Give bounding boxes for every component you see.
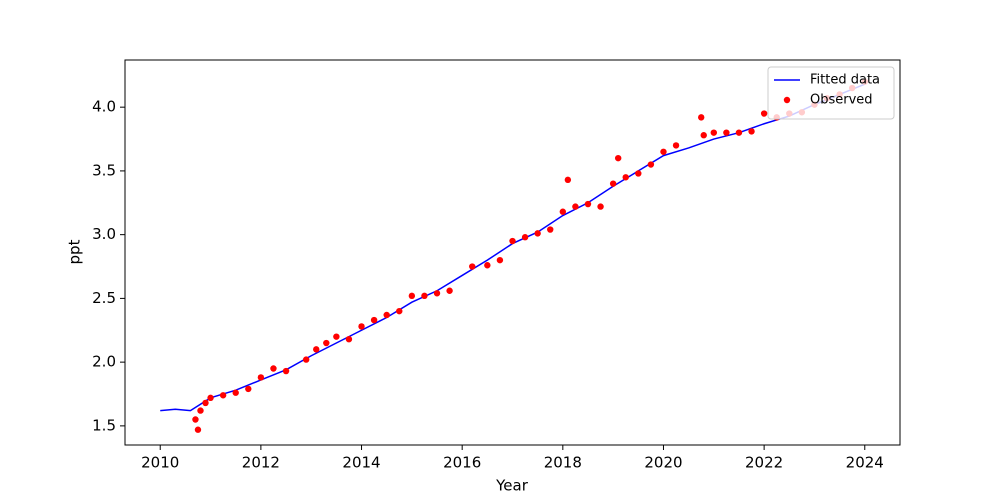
x-tick-label: 2020 bbox=[644, 454, 682, 472]
observed-point bbox=[698, 114, 705, 121]
observed-point bbox=[735, 129, 743, 136]
observed-point bbox=[760, 110, 768, 117]
observed-point bbox=[559, 208, 567, 215]
observed-point bbox=[614, 154, 622, 162]
legend-swatch bbox=[783, 96, 791, 104]
observed-point bbox=[421, 292, 428, 300]
observed-point bbox=[232, 389, 239, 396]
observed-point bbox=[446, 287, 453, 294]
observed-point bbox=[496, 256, 504, 264]
y-tick-label: 4.0 bbox=[92, 98, 116, 116]
observed-point bbox=[647, 161, 655, 168]
observed-point bbox=[313, 346, 320, 353]
x-tick-label: 2018 bbox=[544, 454, 582, 472]
observed-point bbox=[408, 292, 416, 300]
observed-point bbox=[197, 407, 204, 414]
observed-point bbox=[245, 385, 252, 393]
observed-point bbox=[282, 367, 290, 375]
observed-point bbox=[509, 237, 516, 245]
y-tick-label: 3.0 bbox=[92, 225, 116, 243]
observed-point bbox=[257, 374, 265, 381]
observed-point bbox=[700, 132, 707, 139]
observed-point bbox=[609, 180, 617, 187]
x-tick-label: 2024 bbox=[846, 454, 884, 472]
y-axis-label: ppt bbox=[66, 239, 84, 264]
observed-point bbox=[219, 392, 227, 399]
observed-point bbox=[484, 262, 491, 269]
observed-point bbox=[748, 128, 755, 135]
y-tick-label: 1.5 bbox=[92, 416, 116, 434]
observed-point bbox=[521, 234, 529, 241]
observed-point bbox=[370, 316, 378, 324]
observed-point bbox=[323, 339, 330, 347]
observed-point bbox=[710, 129, 717, 136]
observed-point bbox=[396, 307, 403, 315]
y-tick-label: 3.5 bbox=[92, 161, 116, 179]
observed-point bbox=[564, 176, 572, 184]
observed-point bbox=[302, 356, 310, 363]
x-tick-label: 2016 bbox=[443, 454, 481, 472]
observed-point bbox=[660, 148, 667, 155]
plot-frame bbox=[124, 59, 901, 446]
x-tick-label: 2022 bbox=[745, 454, 783, 472]
observed-point bbox=[584, 200, 592, 208]
observed-point bbox=[192, 416, 199, 423]
observed-point bbox=[534, 230, 541, 237]
x-axis-label: Year bbox=[495, 477, 529, 495]
observed-point bbox=[358, 323, 365, 330]
fitted-line bbox=[160, 83, 866, 412]
legend-label: Fitted data bbox=[810, 73, 880, 88]
observed-point bbox=[622, 174, 629, 181]
observed-point bbox=[597, 203, 604, 210]
observed-point bbox=[433, 290, 441, 297]
observed-point bbox=[207, 394, 214, 402]
y-tick-label: 2.5 bbox=[92, 289, 116, 307]
observed-point bbox=[635, 170, 642, 177]
observed-point bbox=[194, 426, 202, 433]
y-tick-label: 2.0 bbox=[92, 353, 116, 371]
observed-point bbox=[547, 226, 554, 233]
x-tick-label: 2010 bbox=[141, 454, 179, 472]
observed-point bbox=[270, 365, 277, 372]
observed-point bbox=[333, 333, 340, 340]
observed-point bbox=[202, 399, 209, 407]
x-tick-label: 2014 bbox=[342, 454, 380, 472]
legend-label: Observed bbox=[810, 93, 873, 108]
observed-point bbox=[469, 263, 476, 270]
observed-point bbox=[572, 203, 579, 210]
observed-point bbox=[345, 335, 353, 343]
legend: Fitted data Observed bbox=[767, 66, 895, 120]
x-tick-label: 2012 bbox=[242, 454, 280, 472]
observed-point bbox=[723, 129, 730, 136]
observed-point bbox=[672, 142, 680, 149]
observed-point bbox=[383, 311, 390, 319]
